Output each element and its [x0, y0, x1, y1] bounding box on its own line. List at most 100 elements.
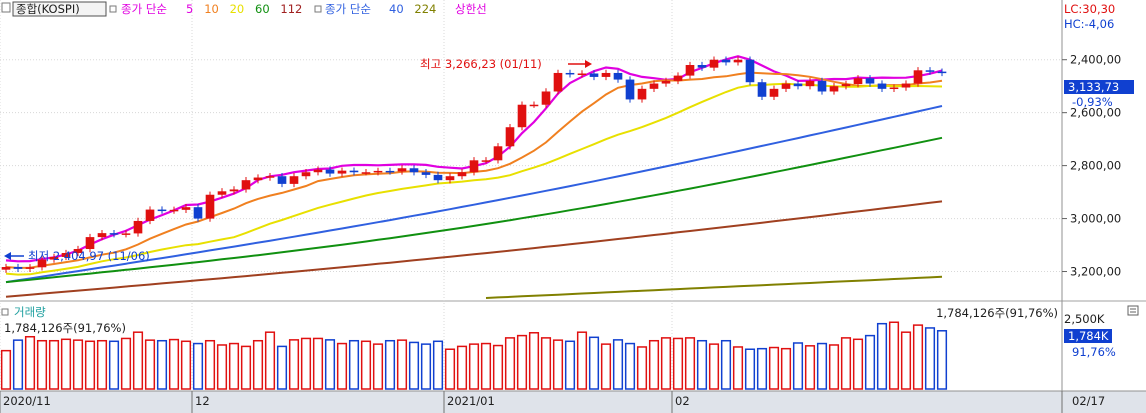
volume-bar — [696, 339, 708, 390]
volume-bar — [48, 339, 60, 390]
candle — [493, 143, 503, 164]
candle — [865, 75, 875, 87]
candle — [385, 167, 395, 175]
candle — [817, 77, 827, 95]
candle-body — [13, 267, 23, 269]
candle-body — [145, 209, 155, 221]
date-gridlines — [0, 0, 673, 391]
date-label-3: 02 — [675, 394, 690, 408]
candle-body — [469, 160, 479, 173]
candle-body — [685, 65, 695, 76]
candle — [613, 69, 623, 83]
candle-body — [445, 176, 455, 181]
candle-body — [85, 237, 95, 250]
candle — [229, 186, 239, 195]
candle-body — [421, 172, 431, 175]
candle — [925, 67, 935, 75]
candle — [553, 69, 563, 95]
volume-panel-menu-icon[interactable] — [1127, 305, 1139, 316]
candle-body — [529, 104, 539, 107]
volume-bar — [12, 339, 24, 390]
candle-body — [697, 65, 707, 68]
legend-index-box[interactable] — [1, 2, 11, 13]
candle-body — [853, 78, 863, 85]
volume-bar — [444, 348, 456, 390]
candle — [277, 173, 287, 188]
candle-body — [733, 59, 743, 63]
volume-bar — [816, 342, 828, 390]
volume-bar — [588, 336, 600, 390]
candle-body — [385, 170, 395, 173]
candle-body — [613, 72, 623, 80]
candle-body — [181, 207, 191, 210]
price-panel-bg — [0, 0, 1062, 300]
candle-body — [433, 174, 443, 181]
date-axis-bar — [0, 391, 1146, 413]
legend-vma-periods: 40 224 — [389, 2, 436, 16]
volume-current-box — [1064, 329, 1112, 343]
candle-body — [673, 75, 683, 81]
volume-bar — [240, 345, 252, 390]
volume-bar — [564, 340, 576, 390]
legend-vma-label: 종가 단순 — [325, 2, 371, 16]
candle-body — [241, 180, 251, 190]
candle — [109, 229, 119, 238]
legend-index-name[interactable]: 종합(KOSPI) — [16, 2, 80, 16]
candle — [649, 80, 659, 93]
volume-bar — [684, 337, 696, 390]
legend-index-name-frame — [12, 1, 107, 17]
candle-body — [157, 209, 167, 212]
volume-bar — [144, 339, 156, 390]
candle-body — [349, 170, 359, 173]
candle — [589, 70, 599, 81]
legend-ma-box[interactable] — [109, 5, 117, 13]
candle — [217, 188, 227, 198]
candle-body — [301, 172, 311, 177]
volume-bar — [192, 342, 204, 390]
volume-bar — [228, 342, 240, 390]
candle — [625, 76, 635, 103]
volume-bar — [204, 339, 216, 390]
volume-legend-box[interactable] — [1, 308, 9, 316]
price-tick-label-2: 2,800,00 — [1070, 159, 1121, 173]
volume-bar — [156, 339, 168, 390]
candle — [721, 56, 731, 66]
candle — [661, 77, 671, 87]
candle-body — [457, 172, 467, 177]
candle-body — [37, 259, 47, 268]
candle-body — [757, 82, 767, 97]
volume-bar — [720, 339, 732, 390]
volume-bar — [420, 343, 432, 390]
candle-body — [397, 168, 407, 172]
candle — [97, 229, 107, 241]
candle-body — [517, 104, 527, 128]
candle — [481, 157, 491, 164]
candle-body — [193, 207, 203, 219]
candle — [889, 84, 899, 93]
volume-bar — [600, 343, 612, 390]
volume-bar — [84, 340, 96, 390]
candle-body — [889, 87, 899, 90]
volume-bar — [216, 344, 228, 390]
volume-bar — [396, 339, 408, 390]
volume-bar — [348, 339, 360, 390]
legend-vma-period-0: 40 — [389, 2, 404, 16]
legend-vma-box[interactable] — [314, 5, 322, 13]
volume-bar — [576, 331, 588, 390]
volume-bar — [480, 342, 492, 390]
candle-body — [589, 73, 599, 77]
low-arrow-icon — [4, 252, 24, 260]
volume-bar — [660, 337, 672, 390]
candle-body — [577, 73, 587, 75]
candle-body — [109, 233, 119, 235]
candle-body — [901, 83, 911, 88]
candle-body — [409, 168, 419, 173]
candle — [793, 80, 803, 90]
candle-body — [709, 59, 719, 68]
candle — [757, 79, 767, 100]
candle-body — [373, 170, 383, 173]
volume-bar — [456, 345, 468, 390]
candle-body — [781, 83, 791, 89]
